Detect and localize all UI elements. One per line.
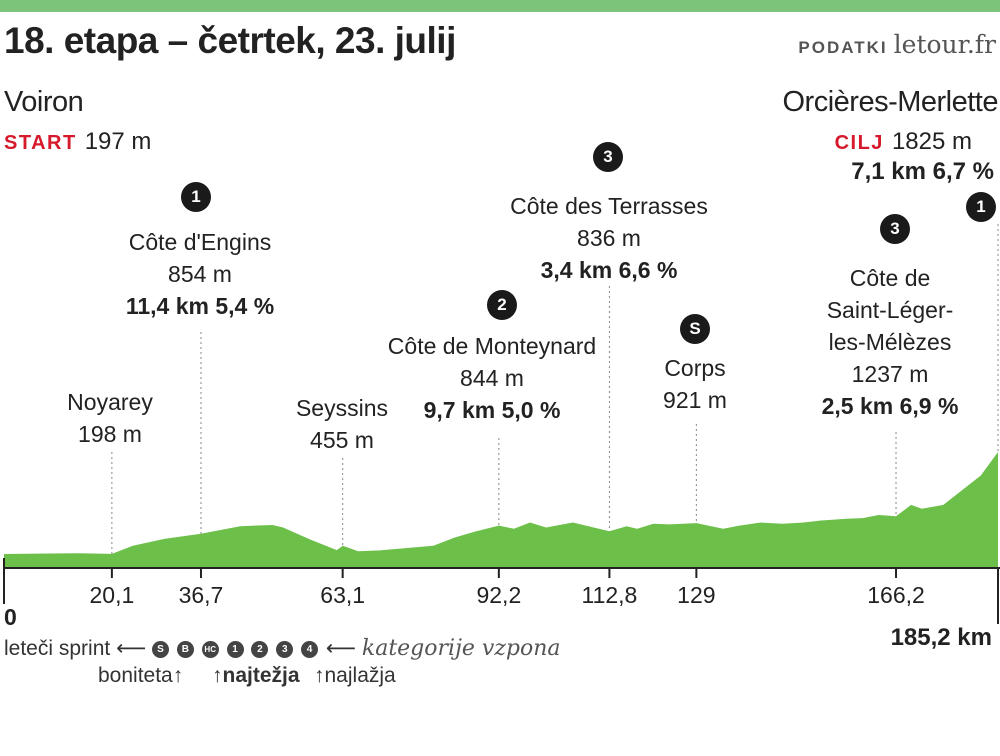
start-row: START 197 m — [4, 128, 151, 156]
climb-stats: 9,7 km 5,0 % — [423, 397, 561, 423]
x-tick-label: 36,7 — [178, 582, 224, 608]
point-elevation: 921 m — [663, 387, 727, 413]
finish-climb: 7,1 km 6,7 % — [851, 158, 994, 185]
finish-elevation: 1825 m — [891, 128, 972, 155]
legend-arrow: ⟵ — [116, 637, 147, 660]
x-tick-label: 20,1 — [89, 582, 135, 608]
point-name: Côte de Monteynard — [387, 333, 597, 359]
climb-stats: 2,5 km 6,9 % — [821, 393, 959, 419]
legend: leteči sprint ⟵ S B HC 1 2 3 4 ⟵ kategor… — [4, 636, 561, 661]
point-name: Corps — [664, 355, 726, 381]
legend-badge: 3 — [276, 640, 294, 658]
point-name: Côte d'Engins — [128, 229, 272, 255]
category-badge: 3 — [593, 142, 623, 172]
point-elevation: 854 m — [168, 261, 232, 287]
sprint-badge: S — [680, 314, 710, 344]
legend-arrow: ⟵ — [325, 637, 357, 660]
point-name: Noyarey — [67, 389, 153, 415]
point-name-line: les-Mélèzes — [828, 329, 952, 355]
finish-city: Orcières-Merlette — [782, 86, 999, 118]
point-elevation: 836 m — [577, 225, 641, 251]
legend-bonus: boniteta↑ — [98, 664, 184, 687]
x-axis-ticks — [110, 568, 898, 578]
point-elevation: 455 m — [310, 427, 374, 453]
finish-tag: CILJ — [834, 132, 884, 154]
point-label-seyssins: Seyssins 455 m — [272, 392, 412, 456]
source-credit: PODATKI letour.fr — [798, 30, 996, 59]
total-distance: 185,2 km — [890, 624, 992, 651]
point-elevation: 198 m — [78, 421, 142, 447]
x-tick-label: 92,2 — [476, 582, 522, 608]
legend-badge: B — [176, 640, 194, 658]
legend-badge: S — [152, 640, 170, 658]
x-tick-label: 63,1 — [320, 582, 366, 608]
leader-lines — [111, 224, 999, 566]
top-accent-bar — [0, 0, 1000, 12]
legend-badge: 1 — [226, 640, 244, 658]
start-tag: START — [4, 132, 77, 154]
x-tick-label: 112,8 — [581, 582, 638, 608]
legend-easiest: ↑najlažja — [314, 664, 396, 687]
x-tick-label: 166,2 — [867, 582, 925, 608]
point-name: Seyssins — [295, 395, 389, 421]
source-label: PODATKI — [798, 38, 888, 57]
x-tick-label: 129 — [677, 582, 716, 608]
finish-row: CILJ 1825 m — [835, 128, 972, 156]
climb-stats: 11,4 km 5,4 % — [125, 293, 275, 319]
category-badge: 1 — [181, 182, 211, 212]
legend-badge: 4 — [301, 640, 319, 658]
climb-label-engins: Côte d'Engins 854 m 11,4 km 5,4 % — [80, 226, 320, 322]
climb-label-monteynard: Côte de Monteynard 844 m 9,7 km 5,0 % — [372, 330, 612, 426]
legend-badge: HC — [201, 640, 219, 658]
category-badge: 2 — [487, 290, 517, 320]
x-axis-zero: 0 — [4, 604, 17, 630]
finish-category-badge: 1 — [966, 192, 996, 222]
climb-label-terrasses: Côte des Terrasses 836 m 3,4 km 6,6 % — [489, 190, 729, 286]
start-city: Voiron — [4, 86, 84, 118]
point-name-line: Saint-Léger- — [826, 297, 954, 323]
page-title: 18. etapa – četrtek, 23. julij — [4, 20, 456, 61]
legend-sprint: leteči sprint — [4, 637, 111, 660]
point-label-noyarey: Noyarey 198 m — [40, 386, 180, 450]
legend-hardest: ↑najtežja — [212, 664, 300, 687]
start-elevation: 197 m — [84, 128, 152, 155]
source-site: letour.fr — [893, 30, 996, 59]
point-name: Côte des Terrasses — [510, 193, 708, 219]
climb-label-saint-leger: Côte de Saint-Léger- les-Mélèzes 1237 m … — [790, 262, 990, 422]
point-elevation: 844 m — [460, 365, 524, 391]
point-label-corps: Corps 921 m — [635, 352, 755, 416]
category-badge: 3 — [880, 214, 910, 244]
point-name-line: Côte de — [849, 265, 931, 291]
legend-badge: 2 — [251, 640, 269, 658]
legend-categories: kategorije vzpona — [361, 636, 561, 661]
elevation-area — [4, 452, 998, 568]
climb-stats: 3,4 km 6,6 % — [540, 257, 678, 283]
point-elevation: 1237 m — [851, 361, 929, 387]
